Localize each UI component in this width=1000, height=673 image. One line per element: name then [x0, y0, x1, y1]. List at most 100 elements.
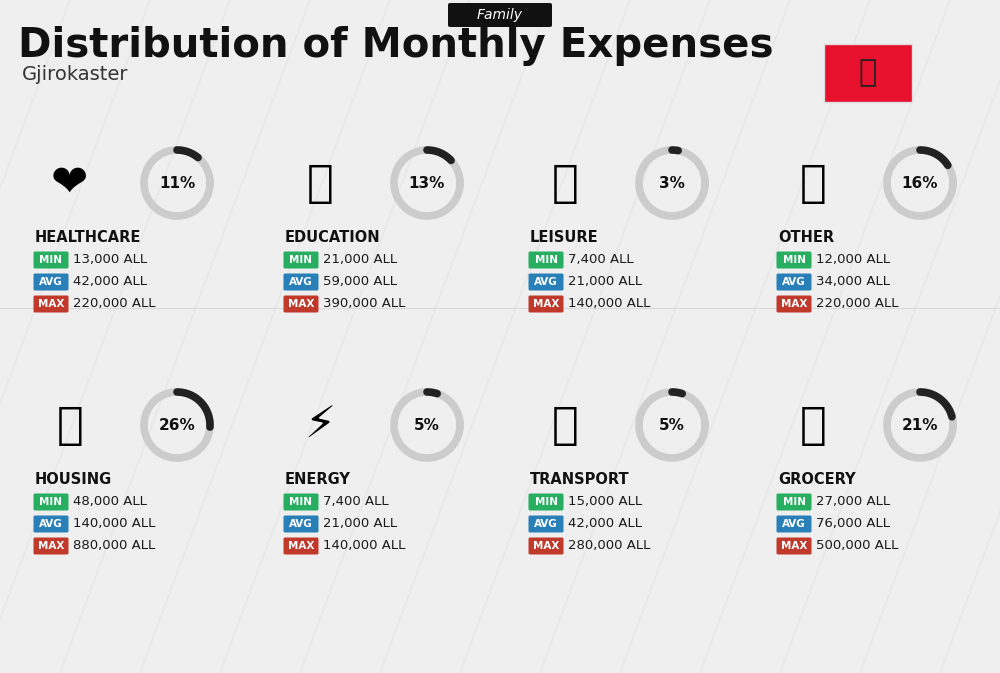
FancyBboxPatch shape [284, 538, 318, 555]
Text: MAX: MAX [781, 299, 807, 309]
Text: AVG: AVG [782, 519, 806, 529]
Text: MIN: MIN [534, 254, 558, 264]
FancyBboxPatch shape [34, 252, 68, 269]
Text: AVG: AVG [534, 519, 558, 529]
Text: 21,000 ALL: 21,000 ALL [323, 517, 397, 530]
Text: ⚡: ⚡ [304, 404, 336, 446]
Text: MIN: MIN [782, 497, 806, 507]
Text: GROCERY: GROCERY [778, 472, 856, 487]
Text: MAX: MAX [38, 540, 64, 551]
Text: 42,000 ALL: 42,000 ALL [73, 275, 147, 288]
FancyBboxPatch shape [284, 295, 318, 312]
FancyBboxPatch shape [776, 493, 812, 511]
Text: 🛍: 🛍 [552, 162, 578, 205]
Text: 🦅: 🦅 [859, 59, 877, 87]
Text: 26%: 26% [159, 417, 195, 433]
Text: ❤️: ❤️ [51, 162, 89, 205]
FancyBboxPatch shape [528, 493, 564, 511]
Text: 7,400 ALL: 7,400 ALL [568, 253, 634, 267]
Text: AVG: AVG [534, 277, 558, 287]
FancyBboxPatch shape [34, 516, 68, 532]
Text: 12,000 ALL: 12,000 ALL [816, 253, 890, 267]
Text: 5%: 5% [659, 417, 685, 433]
Text: 220,000 ALL: 220,000 ALL [73, 297, 156, 310]
Text: 🎓: 🎓 [307, 162, 333, 205]
Text: MAX: MAX [288, 299, 314, 309]
FancyBboxPatch shape [776, 273, 812, 291]
Text: MAX: MAX [288, 540, 314, 551]
Text: 💛: 💛 [800, 162, 826, 205]
Text: AVG: AVG [39, 519, 63, 529]
FancyBboxPatch shape [34, 273, 68, 291]
FancyBboxPatch shape [284, 252, 318, 269]
Text: TRANSPORT: TRANSPORT [530, 472, 630, 487]
Text: MIN: MIN [782, 254, 806, 264]
Text: 280,000 ALL: 280,000 ALL [568, 539, 650, 553]
Text: Gjirokaster: Gjirokaster [22, 65, 128, 85]
FancyBboxPatch shape [528, 516, 564, 532]
FancyBboxPatch shape [528, 295, 564, 312]
Text: 13%: 13% [409, 176, 445, 190]
Text: 140,000 ALL: 140,000 ALL [568, 297, 650, 310]
Text: 🚌: 🚌 [552, 404, 578, 446]
Text: 11%: 11% [159, 176, 195, 190]
Text: ENERGY: ENERGY [285, 472, 351, 487]
Text: 🏢: 🏢 [57, 404, 83, 446]
FancyBboxPatch shape [776, 516, 812, 532]
Text: 34,000 ALL: 34,000 ALL [816, 275, 890, 288]
FancyBboxPatch shape [34, 493, 68, 511]
FancyBboxPatch shape [776, 538, 812, 555]
Text: MIN: MIN [290, 254, 312, 264]
Text: Distribution of Monthly Expenses: Distribution of Monthly Expenses [18, 26, 774, 66]
FancyBboxPatch shape [34, 538, 68, 555]
Text: 76,000 ALL: 76,000 ALL [816, 517, 890, 530]
Text: 21,000 ALL: 21,000 ALL [323, 253, 397, 267]
Text: 13,000 ALL: 13,000 ALL [73, 253, 147, 267]
Text: HOUSING: HOUSING [35, 472, 112, 487]
Text: AVG: AVG [289, 519, 313, 529]
Text: 48,000 ALL: 48,000 ALL [73, 495, 147, 508]
Text: 16%: 16% [902, 176, 938, 190]
Text: MAX: MAX [781, 540, 807, 551]
FancyBboxPatch shape [528, 538, 564, 555]
FancyBboxPatch shape [34, 295, 68, 312]
Text: 140,000 ALL: 140,000 ALL [323, 539, 405, 553]
Text: 27,000 ALL: 27,000 ALL [816, 495, 890, 508]
FancyBboxPatch shape [528, 273, 564, 291]
Text: 500,000 ALL: 500,000 ALL [816, 539, 898, 553]
Text: 220,000 ALL: 220,000 ALL [816, 297, 898, 310]
Text: HEALTHCARE: HEALTHCARE [35, 230, 141, 246]
Text: 3%: 3% [659, 176, 685, 190]
Text: MAX: MAX [533, 540, 559, 551]
Text: 140,000 ALL: 140,000 ALL [73, 517, 155, 530]
Text: EDUCATION: EDUCATION [285, 230, 381, 246]
FancyBboxPatch shape [448, 3, 552, 27]
Text: 5%: 5% [414, 417, 440, 433]
Text: 880,000 ALL: 880,000 ALL [73, 539, 155, 553]
FancyBboxPatch shape [776, 252, 812, 269]
Text: AVG: AVG [289, 277, 313, 287]
Text: 59,000 ALL: 59,000 ALL [323, 275, 397, 288]
Text: AVG: AVG [782, 277, 806, 287]
Text: MIN: MIN [40, 254, 62, 264]
Text: OTHER: OTHER [778, 230, 834, 246]
Text: 15,000 ALL: 15,000 ALL [568, 495, 642, 508]
FancyBboxPatch shape [284, 516, 318, 532]
Text: Family: Family [477, 7, 523, 22]
Text: 21,000 ALL: 21,000 ALL [568, 275, 642, 288]
Text: LEISURE: LEISURE [530, 230, 599, 246]
Text: AVG: AVG [39, 277, 63, 287]
Text: 🛒: 🛒 [800, 404, 826, 446]
Text: MAX: MAX [38, 299, 64, 309]
Text: 390,000 ALL: 390,000 ALL [323, 297, 405, 310]
FancyBboxPatch shape [284, 493, 318, 511]
Text: MAX: MAX [533, 299, 559, 309]
FancyBboxPatch shape [776, 295, 812, 312]
FancyBboxPatch shape [284, 273, 318, 291]
Text: MIN: MIN [290, 497, 312, 507]
Text: 21%: 21% [902, 417, 938, 433]
Text: MIN: MIN [534, 497, 558, 507]
Text: 42,000 ALL: 42,000 ALL [568, 517, 642, 530]
Text: MIN: MIN [40, 497, 62, 507]
Text: 7,400 ALL: 7,400 ALL [323, 495, 389, 508]
